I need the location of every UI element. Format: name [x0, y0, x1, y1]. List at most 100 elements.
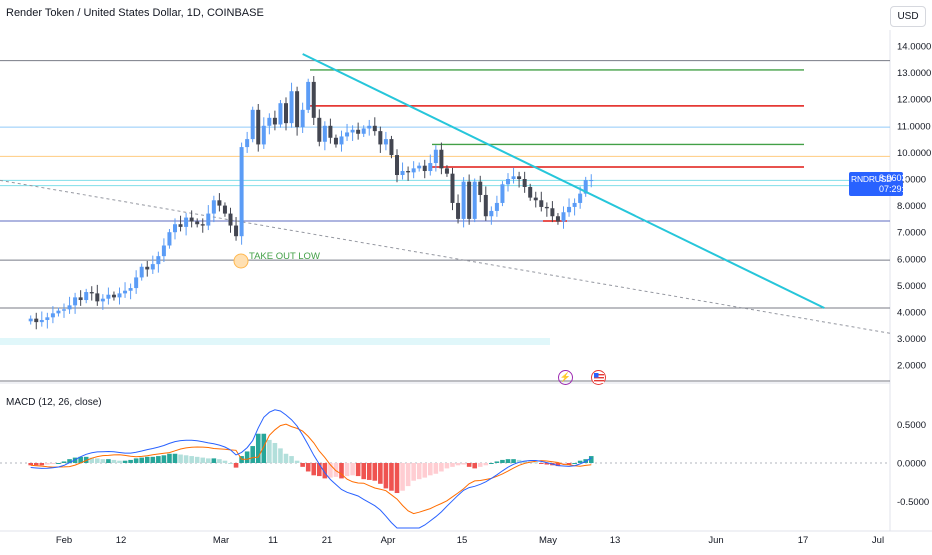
- candle-body: [222, 205, 227, 214]
- candle-body: [361, 128, 366, 134]
- macd-histogram-bar: [477, 463, 483, 467]
- candle-body: [95, 293, 100, 302]
- macd-histogram-bar: [461, 463, 466, 465]
- macd-histogram-bar: [189, 456, 194, 463]
- candle-body: [184, 217, 189, 227]
- macd-histogram-bar: [28, 463, 33, 466]
- candle-body: [111, 294, 116, 298]
- candle-body: [161, 245, 166, 257]
- candle-body: [56, 310, 61, 314]
- macd-histogram-bar: [178, 454, 183, 463]
- candle-body: [406, 171, 411, 173]
- candle-body: [350, 129, 355, 133]
- macd-histogram-bar: [422, 463, 428, 478]
- macd-histogram-bar: [33, 463, 39, 466]
- macd-histogram-bar: [255, 433, 261, 463]
- candle-body: [267, 117, 272, 126]
- time-axis-label: May: [539, 535, 557, 546]
- macd-histogram-bar: [489, 463, 494, 464]
- candle-body: [428, 163, 433, 172]
- macd-histogram-bar: [167, 453, 172, 463]
- macd-line: [30, 409, 592, 529]
- candle-body: [433, 149, 438, 164]
- candle-body: [245, 139, 250, 148]
- annotation-text: TAKE OUT LOW: [249, 251, 320, 262]
- macd-histogram-bar: [544, 463, 550, 465]
- macd-histogram-bar: [228, 463, 233, 464]
- price-axis-label: 5.0000: [897, 281, 926, 292]
- candle-body: [483, 194, 488, 217]
- macd-histogram-bar: [516, 459, 522, 463]
- candle-body: [439, 149, 444, 169]
- macd-histogram-bar: [494, 461, 500, 463]
- candle-body: [173, 224, 177, 233]
- time-axis-label: 17: [798, 535, 809, 546]
- price-axis-label: 4.0000: [897, 308, 926, 319]
- us-flag-icon[interactable]: [591, 370, 606, 385]
- candle-body: [295, 91, 300, 128]
- macd-histogram-bar: [439, 463, 444, 472]
- candle-body: [34, 318, 39, 323]
- macd-histogram-bar: [416, 463, 422, 480]
- price-axis-label: 11.0000: [897, 121, 931, 132]
- candle-body: [395, 155, 399, 176]
- macd-histogram-bar: [411, 463, 416, 481]
- resistance-trendline[interactable]: [302, 53, 825, 309]
- macd-histogram-bar: [322, 463, 328, 479]
- candle-body: [178, 224, 183, 227]
- macd-histogram-bar: [289, 456, 294, 463]
- candle-body: [511, 176, 516, 179]
- candle-body: [356, 129, 361, 134]
- candle-body: [45, 317, 50, 320]
- macd-histogram-bar: [111, 459, 117, 463]
- candle-body: [461, 181, 466, 219]
- candle-body: [456, 202, 461, 219]
- macd-histogram-bar: [372, 463, 378, 481]
- macd-histogram-bar: [339, 463, 344, 479]
- candle-body: [444, 168, 449, 174]
- macd-histogram-bar: [394, 463, 400, 494]
- macd-histogram-bar: [294, 460, 300, 463]
- price-axis-label: 3.0000: [897, 334, 926, 345]
- macd-histogram-bar: [366, 463, 372, 480]
- macd-histogram-bar: [194, 456, 200, 463]
- lightning-icon[interactable]: ⚡: [558, 370, 573, 385]
- time-axis-label: Apr: [381, 535, 396, 546]
- price-tag-countdown: 07:29:19: [879, 184, 915, 194]
- candle-body: [578, 193, 583, 203]
- candle-body: [561, 212, 566, 222]
- macd-histogram-bar: [67, 459, 72, 463]
- candle-body: [572, 202, 577, 207]
- macd-histogram-bar: [144, 456, 150, 463]
- macd-histogram-bar: [272, 442, 278, 463]
- candle-body: [583, 180, 588, 194]
- macd-histogram-bar: [222, 460, 228, 463]
- candle-body: [217, 200, 222, 206]
- macd-histogram-bar: [588, 456, 594, 463]
- candle-body: [528, 186, 533, 198]
- candle-body: [73, 297, 78, 306]
- macd-signal-line: [30, 423, 592, 515]
- macd-histogram-bar: [261, 433, 267, 463]
- macd-histogram-bar: [150, 456, 156, 463]
- candle-body: [62, 309, 66, 311]
- macd-histogram-bar: [211, 458, 217, 463]
- candle-body: [156, 256, 161, 265]
- candle-body: [367, 125, 372, 129]
- macd-legend-label: MACD (12, 26, close): [6, 397, 102, 408]
- time-axis-label: Jun: [708, 535, 723, 546]
- candle-body: [544, 206, 549, 209]
- candle-body: [383, 139, 388, 145]
- candle-body: [78, 297, 83, 301]
- macd-histogram-bar: [555, 463, 561, 467]
- macd-histogram-bar: [139, 457, 144, 463]
- macd-histogram-bar: [400, 463, 405, 491]
- price-axis-label: 7.0000: [897, 228, 926, 239]
- candle-body: [200, 224, 205, 226]
- currency-button[interactable]: USD: [890, 6, 926, 27]
- candle-body: [134, 277, 139, 289]
- macd-histogram-bar: [128, 459, 133, 463]
- candle-body: [145, 266, 150, 270]
